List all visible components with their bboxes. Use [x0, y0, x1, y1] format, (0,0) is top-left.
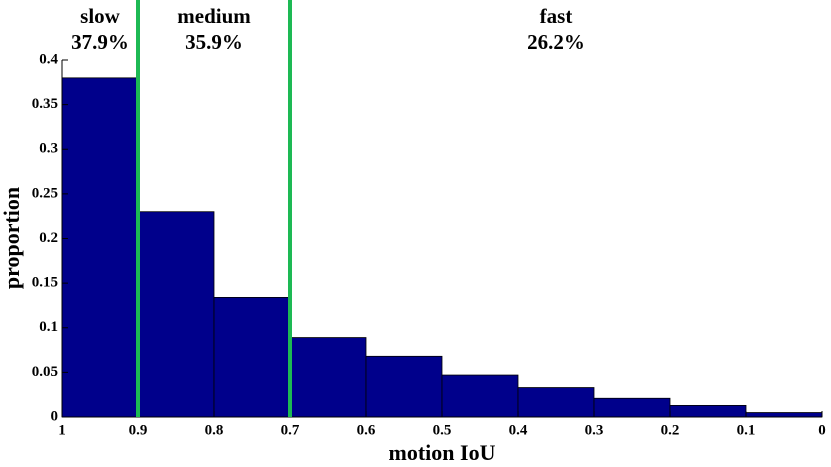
region-label: slow — [80, 4, 121, 28]
x-tick-label: 0.2 — [661, 422, 680, 438]
y-tick-label: 0.05 — [32, 364, 58, 380]
y-tick-label: 0 — [51, 408, 59, 424]
region-share: 37.9% — [71, 30, 129, 54]
bar — [61, 77, 139, 418]
region-label: medium — [177, 4, 251, 28]
region-share: 35.9% — [185, 30, 243, 54]
bar — [669, 404, 747, 418]
x-tick-label: 0.6 — [357, 422, 376, 438]
bar — [517, 387, 595, 418]
x-tick-label: 0 — [818, 422, 826, 438]
y-axis-label: proportion — [0, 187, 24, 289]
y-tick-label: 0.4 — [39, 51, 58, 67]
y-tick-label: 0.3 — [39, 141, 58, 157]
bar — [745, 412, 823, 418]
y-tick-label: 0.35 — [32, 96, 58, 112]
y-tick-label: 0.25 — [32, 185, 58, 201]
bar — [365, 355, 443, 418]
region-share: 26.2% — [527, 30, 585, 54]
x-tick-label: 0.3 — [585, 422, 604, 438]
y-tick-label: 0.15 — [32, 275, 58, 291]
bar — [213, 297, 291, 418]
bar — [441, 374, 519, 418]
bar — [137, 211, 215, 418]
x-axis-label: motion IoU — [389, 440, 496, 465]
x-tick-label: 0.5 — [433, 422, 452, 438]
x-tick-label: 1 — [58, 422, 66, 438]
x-tick-label: 0.7 — [281, 422, 300, 438]
x-tick-label: 0.8 — [205, 422, 224, 438]
region-label: fast — [540, 4, 573, 28]
x-tick-label: 0.1 — [737, 422, 756, 438]
y-tick-label: 0.1 — [39, 319, 58, 335]
bar — [593, 397, 671, 418]
x-tick-label: 0.9 — [129, 422, 148, 438]
x-tick-label: 0.4 — [509, 422, 528, 438]
y-tick-label: 0.2 — [39, 230, 58, 246]
bar — [289, 337, 367, 418]
